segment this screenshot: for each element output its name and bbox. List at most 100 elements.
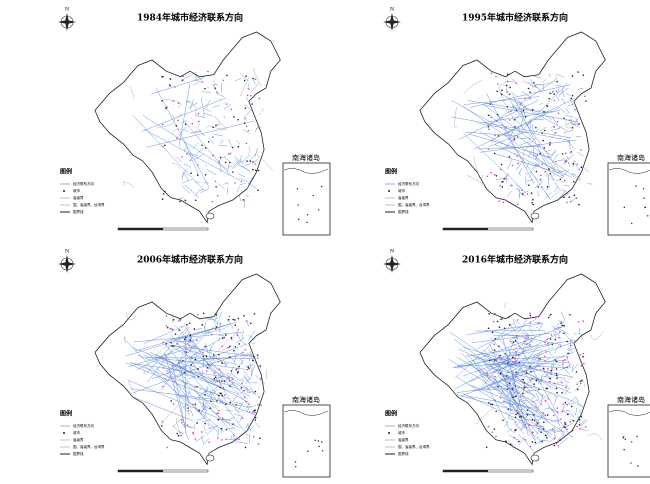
city — [212, 354, 215, 356]
inset-island — [635, 185, 637, 187]
inset-island — [647, 215, 649, 217]
city — [186, 323, 188, 326]
city — [257, 357, 259, 359]
city — [236, 334, 239, 337]
inset-island — [321, 450, 324, 452]
flow-line — [181, 424, 185, 428]
city — [545, 351, 547, 353]
flow-line — [202, 108, 205, 117]
city — [201, 324, 204, 326]
inset-island — [644, 206, 647, 208]
flow-line — [508, 434, 518, 441]
city — [217, 418, 220, 421]
province-boundary — [253, 68, 262, 87]
flow-line — [546, 357, 551, 361]
city — [532, 203, 534, 206]
flow-line — [556, 125, 563, 130]
inset-frame — [607, 162, 650, 236]
city — [513, 436, 516, 439]
province-boundary — [233, 405, 248, 412]
flow-line — [205, 343, 209, 353]
city — [559, 345, 562, 347]
city — [495, 75, 497, 78]
city — [584, 95, 586, 98]
flow-line — [208, 352, 212, 360]
city — [191, 122, 194, 125]
city — [525, 334, 528, 337]
city — [181, 79, 184, 81]
city — [495, 435, 497, 438]
country-outline — [94, 31, 281, 224]
flow-line — [171, 361, 187, 434]
province-boundary — [164, 98, 182, 108]
city — [174, 86, 176, 88]
city — [577, 71, 579, 73]
city — [544, 129, 546, 132]
city — [211, 200, 214, 203]
flow-line — [168, 344, 256, 357]
inset-label: 南海诸岛 — [292, 153, 320, 162]
city — [252, 411, 254, 413]
city — [181, 419, 183, 421]
flow-line — [131, 363, 235, 379]
city — [206, 366, 209, 369]
flow-line — [179, 363, 189, 404]
flow-line — [515, 161, 524, 170]
city — [241, 382, 243, 384]
city — [219, 392, 221, 395]
city — [497, 385, 499, 388]
city — [231, 146, 234, 149]
flow-line — [177, 395, 249, 408]
city — [539, 358, 541, 360]
city — [487, 425, 490, 428]
flow-line — [564, 110, 566, 112]
city — [222, 79, 225, 82]
city — [164, 377, 166, 380]
flow-line — [218, 183, 225, 189]
flow-line — [205, 164, 207, 167]
city — [576, 383, 578, 386]
city — [165, 315, 168, 317]
country-outline — [94, 273, 281, 466]
flow-line — [539, 103, 543, 105]
city — [515, 395, 517, 397]
flow-line — [526, 118, 532, 126]
flow-line — [518, 190, 529, 195]
flow-line — [510, 342, 516, 346]
city — [243, 389, 245, 392]
city — [543, 147, 546, 149]
flow-line — [239, 177, 248, 183]
city — [530, 370, 532, 373]
city — [183, 371, 186, 374]
flow-line — [235, 158, 241, 167]
flow-line — [527, 81, 534, 88]
city — [238, 343, 240, 345]
city — [254, 390, 257, 393]
flow-line — [164, 352, 186, 429]
flow-line — [545, 114, 553, 121]
flow-line — [462, 359, 510, 377]
flow-line — [249, 152, 257, 161]
flow-line — [555, 73, 565, 78]
flow-line — [488, 349, 557, 391]
flow-line — [513, 327, 516, 330]
city — [518, 361, 521, 364]
flow-line — [184, 184, 193, 192]
flow-line — [143, 354, 246, 392]
inset-label: 南海诸岛 — [617, 395, 645, 404]
flow-line — [232, 392, 240, 403]
city — [549, 338, 552, 340]
flow-line — [186, 71, 197, 79]
city — [582, 320, 584, 322]
flow-line — [200, 435, 205, 445]
flow-line — [207, 376, 217, 384]
city — [500, 93, 503, 96]
city — [217, 353, 220, 356]
city — [574, 108, 576, 111]
city — [248, 391, 251, 393]
city — [246, 160, 248, 162]
city — [558, 336, 560, 339]
city — [190, 172, 192, 175]
city — [499, 354, 502, 357]
flow-line — [454, 349, 542, 369]
